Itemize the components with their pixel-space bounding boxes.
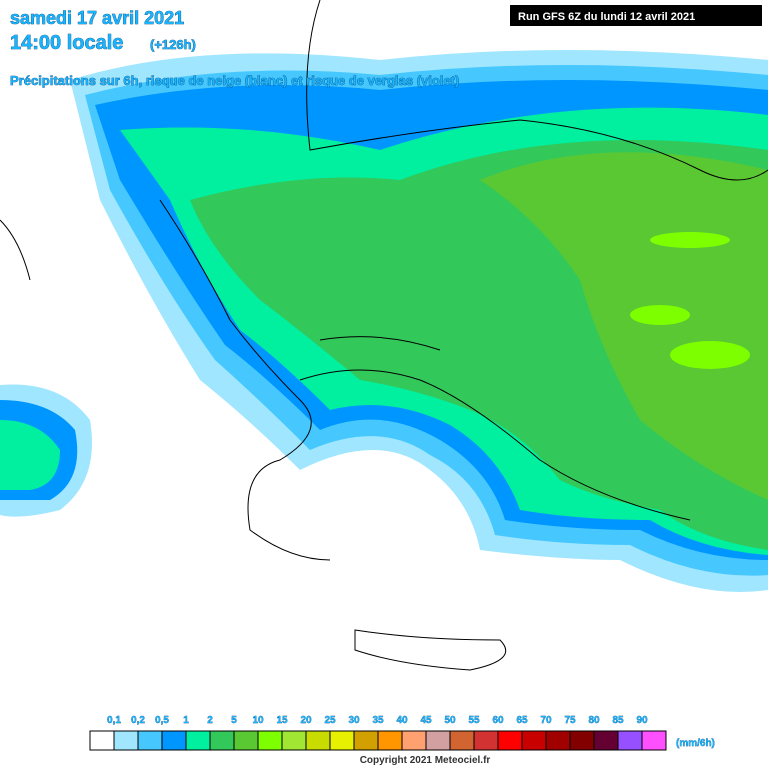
- legend-swatch: [137, 730, 163, 751]
- legend-label: 20: [300, 715, 312, 726]
- legend-label: 25: [324, 715, 336, 726]
- legend-label: 75: [564, 715, 576, 726]
- legend-swatch: [329, 730, 355, 751]
- legend-swatch: [257, 730, 283, 751]
- legend-label: 0,5: [155, 715, 169, 726]
- legend-swatch: [185, 730, 211, 751]
- legend-label: 1: [183, 715, 189, 726]
- legend-unit: (mm/6h): [676, 738, 715, 749]
- lead-time: (+126h): [150, 37, 196, 52]
- legend-swatch: [521, 730, 547, 751]
- subtitle: Précipitations sur 6h, risque de neige (…: [10, 73, 459, 88]
- legend-label: 55: [468, 715, 480, 726]
- legend-swatch: [425, 730, 451, 751]
- legend-swatch: [281, 730, 307, 751]
- legend-swatch: [593, 730, 619, 751]
- legend-label: 90: [636, 715, 648, 726]
- legend-label: 65: [516, 715, 528, 726]
- legend-label: 0,2: [131, 715, 145, 726]
- legend: 0,1 0,2 0,5 1 2 5 10 15 20 25 30 35 40 45 50 55 60 65 70 75…: [89, 715, 667, 751]
- legend-swatch: [113, 730, 139, 751]
- legend-label: 45: [420, 715, 432, 726]
- legend-swatch: [641, 730, 667, 751]
- legend-label: 50: [444, 715, 456, 726]
- legend-label: 60: [492, 715, 504, 726]
- legend-swatch: [569, 730, 595, 751]
- legend-swatch: [377, 730, 403, 751]
- legend-label: 15: [276, 715, 288, 726]
- legend-swatch: [617, 730, 643, 751]
- legend-label: 2: [207, 715, 213, 726]
- legend-label: 40: [396, 715, 408, 726]
- legend-label: 35: [372, 715, 384, 726]
- time: 14:00 locale: [10, 32, 123, 54]
- legend-swatch: [233, 730, 259, 751]
- legend-label: 5: [231, 715, 237, 726]
- legend-swatch: [401, 730, 427, 751]
- legend-label: 85: [612, 715, 624, 726]
- date: samedi 17 avril 2021: [10, 8, 184, 28]
- legend-label: 70: [540, 715, 552, 726]
- legend-swatch: [545, 730, 571, 751]
- legend-label: 0,1: [107, 715, 121, 726]
- coastlines: [0, 0, 768, 671]
- legend-swatch: [353, 730, 379, 751]
- legend-label: 80: [588, 715, 600, 726]
- legend-label: 10: [252, 715, 264, 726]
- legend-swatch: [209, 730, 235, 751]
- legend-swatch: [497, 730, 523, 751]
- run-label: Run GFS 6Z du lundi 12 avril 2021: [518, 11, 695, 23]
- legend-label: 30: [348, 715, 360, 726]
- precipitation-field: [0, 50, 768, 592]
- copyright: Copyright 2021 Meteociel.fr: [360, 755, 491, 766]
- legend-swatch: [161, 730, 187, 751]
- legend-swatch: [449, 730, 475, 751]
- run-banner: [510, 5, 762, 26]
- legend-swatch: [473, 730, 499, 751]
- legend-swatch: [305, 730, 331, 751]
- legend-swatch: [89, 730, 115, 751]
